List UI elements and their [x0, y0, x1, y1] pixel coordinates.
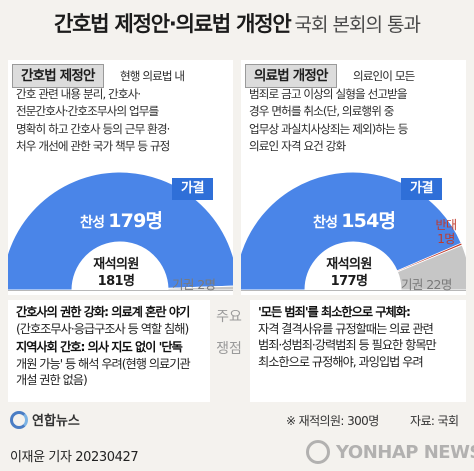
issue-item: '모든 범죄'를 최소한으로 구체화: 자격 결격사유를 규정할때는 의료 관련… [258, 304, 458, 370]
desc-line: 경우 면허를 취소(단, 의료행위 중 [249, 104, 394, 119]
issue-line: 지역사회 간호: 의사 지도 없이 '단독 [16, 340, 183, 354]
present-value: 181명 [97, 274, 135, 289]
issue-item: 지역사회 간호: 의사 지도 없이 '단독 개원 가능' 등 해석 우려(현행 … [16, 339, 202, 389]
desc-line: 업무상 과실치사상죄는 제외)하는 등 [249, 121, 408, 136]
yes-vote-label: 찬성 154명 [313, 206, 396, 233]
title-main: 간호법 제정안·의료법 개정안 [54, 12, 292, 36]
passed-badge: 가결 [401, 178, 442, 200]
title-sub: 국회 본회의 통과 [294, 14, 421, 36]
total-members-note: ※ 재적의원: 300명 [286, 414, 379, 428]
logo-text: 연합뉴스 [32, 414, 80, 429]
watermark-text: YONHAP NEWS [336, 441, 474, 463]
issue-line: 범죄·성범죄·강력범죄 등 필요한 항목만 [258, 338, 437, 352]
chart-slice-2 [396, 244, 466, 291]
panel-description: 현행 의료법 내 간호 관련 내용 분리, 간호사· 전문간호사·간호조무사의 … [16, 68, 228, 156]
issue-line: 개원 가능' 등 해석 우려(현행 의료기관 [16, 356, 191, 371]
yes-vote-label: 찬성 179명 [80, 206, 163, 233]
key-issues: 간호사의 권한 강화: 의료계 혼란 야기 (간호조무사·응급구조사 등 역할 … [8, 300, 466, 402]
yonhap-logo-icon [10, 410, 28, 429]
issue-item: 간호사의 권한 강화: 의료계 혼란 야기 (간호조무사·응급구조사 등 역할 … [16, 304, 202, 337]
desc-line: 전문간호사·간호조무사의 업무를 [16, 104, 159, 119]
page-title: 간호법 제정안·의료법 개정안 국회 본회의 통과 [0, 8, 474, 38]
vote-chart [241, 171, 466, 291]
desc-line: 범죄로 금고 이상의 실형을 선고받을 [249, 86, 408, 101]
present-value: 177명 [330, 274, 368, 289]
issue-line: 개설 권한 없음) [16, 373, 88, 387]
yonhap-logo: 연합뉴스 [10, 410, 80, 429]
abstain-votes: 기권 22명 [401, 274, 452, 293]
present-label: 재석의원 [326, 257, 372, 272]
watermark-icon [306, 440, 330, 464]
issues-label-top: 주요 [216, 309, 242, 325]
yes-value: 179명 [108, 210, 163, 232]
panel-tag: 의료법 개정안 [245, 64, 337, 88]
yes-label: 찬성 [313, 215, 338, 231]
panel-medical-act: 의료인이 모든 범죄로 금고 이상의 실형을 선고받을 경우 면허를 취소(단,… [241, 60, 466, 295]
oppose-label: 반대 [435, 218, 457, 232]
desc-line: 명확히 하고 간호사 등의 근무 환경· [16, 121, 170, 136]
chart-slice-0 [241, 171, 462, 291]
issues-medical-act: '모든 범죄'를 최소한으로 구체화: 자격 결격사유를 규정할때는 의료 관련… [250, 300, 466, 402]
oppose-value: 1명 [437, 232, 455, 246]
vote-chart [8, 171, 233, 291]
panel-description: 의료인이 모든 범죄로 금고 이상의 실형을 선고받을 경우 면허를 취소(단,… [249, 68, 461, 156]
desc-line: 의료인이 모든 [353, 69, 415, 83]
issues-label-bottom: 쟁점 [216, 341, 242, 357]
yes-label: 찬성 [80, 215, 105, 231]
oppose-votes: 반대 1명 [431, 218, 461, 246]
chart-slice-0 [8, 171, 233, 291]
desc-line: 처우 개선에 관한 국가 책무 등 규정 [16, 139, 170, 154]
issue-line: 최소한으로 규정해야, 과잉입법 우려 [258, 354, 424, 369]
present-label: 재석의원 [93, 257, 139, 272]
desc-line: 의료인 자격 요건 강화 [249, 139, 346, 154]
issue-line: '모든 범죄'를 최소한으로 구체화: [258, 305, 411, 319]
credit-line: 이재윤 기자 20230427 [10, 450, 139, 465]
abstain-value: 2명 [197, 277, 216, 292]
desc-line: 간호 관련 내용 분리, 간호사· [16, 86, 141, 101]
issue-line: 간호사의 권한 강화: 의료계 혼란 야기 [16, 305, 190, 319]
passed-badge: 가결 [172, 178, 213, 200]
desc-line: 현행 의료법 내 [120, 69, 185, 83]
key-issues-label: 주요 쟁점 [214, 308, 244, 358]
abstain-label: 기권 [401, 277, 423, 292]
issues-nursing-act: 간호사의 권한 강화: 의료계 혼란 야기 (간호조무사·응급구조사 등 역할 … [8, 300, 210, 402]
issue-line: 자격 결격사유를 규정할때는 의료 관련 [258, 321, 434, 336]
yes-value: 154명 [341, 210, 396, 232]
present-members: 재석의원 177명 [309, 256, 389, 290]
watermark: YONHAP NEWS [306, 440, 474, 464]
panel-nursing-act: 현행 의료법 내 간호 관련 내용 분리, 간호사· 전문간호사·간호조무사의 … [8, 60, 233, 295]
panel-tag: 간호법 제정안 [12, 64, 104, 88]
source-note: 자료: 국회 [410, 414, 459, 428]
abstain-label: 기권 [172, 277, 194, 292]
issue-line: (간호조무사·응급구조사 등 역할 침해) [16, 321, 189, 336]
abstain-value: 22명 [426, 277, 452, 292]
abstain-votes: 기권 2명 [172, 274, 216, 293]
present-members: 재석의원 181명 [76, 256, 156, 290]
